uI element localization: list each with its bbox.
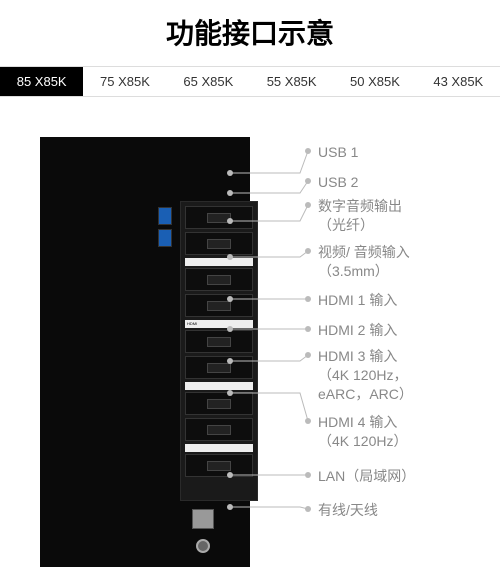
port-label: HDMI 2 输入: [318, 321, 397, 340]
port-label: HDMI 4 输入 （4K 120Hz）: [318, 413, 407, 451]
port-slot: [185, 454, 253, 477]
port-slot: [185, 232, 253, 255]
port-slot: [185, 418, 253, 441]
page-title: 功能接口示意: [0, 0, 500, 66]
port-slot: [185, 268, 253, 291]
tab-85-X85K[interactable]: 85 X85K: [0, 67, 83, 96]
port-slot: [185, 206, 253, 229]
usb2-socket: [158, 229, 172, 247]
port-label: USB 2: [318, 173, 358, 192]
port-label: HDMI 1 输入: [318, 291, 397, 310]
panel-label: [185, 382, 253, 390]
port-slot: [185, 392, 253, 415]
lan-socket: [192, 509, 214, 529]
port-slot: [185, 330, 253, 353]
panel-label: HDMI: [185, 320, 253, 328]
port-label: USB 1: [318, 143, 358, 162]
coax-socket: [196, 539, 210, 553]
port-slot: [185, 356, 253, 379]
port-label: 数字音频输出 （光纤）: [318, 197, 402, 235]
tv-body: HDMI: [40, 137, 250, 567]
tab-43-X85K[interactable]: 43 X85K: [417, 67, 500, 96]
port-label: HDMI 3 输入 （4K 120Hz， eARC，ARC）: [318, 347, 413, 404]
tab-50-X85K[interactable]: 50 X85K: [333, 67, 416, 96]
port-label: 有线/天线: [318, 501, 378, 520]
size-tabs: 85 X85K75 X85K65 X85K55 X85K50 X85K43 X8…: [0, 66, 500, 97]
port-label: 视频/ 音频输入 （3.5mm）: [318, 243, 410, 281]
tab-65-X85K[interactable]: 65 X85K: [167, 67, 250, 96]
port-slot: [185, 294, 253, 317]
tab-55-X85K[interactable]: 55 X85K: [250, 67, 333, 96]
tab-75-X85K[interactable]: 75 X85K: [83, 67, 166, 96]
panel-label: [185, 444, 253, 452]
port-diagram: HDMI USB 1 USB 2 数字音频输出 （光纤） 视频/ 音频输入 （3.5m…: [0, 97, 500, 577]
usb1-socket: [158, 207, 172, 225]
port-label: LAN（局域网）: [318, 467, 415, 486]
port-panel: HDMI: [180, 201, 258, 501]
panel-label: [185, 258, 253, 266]
